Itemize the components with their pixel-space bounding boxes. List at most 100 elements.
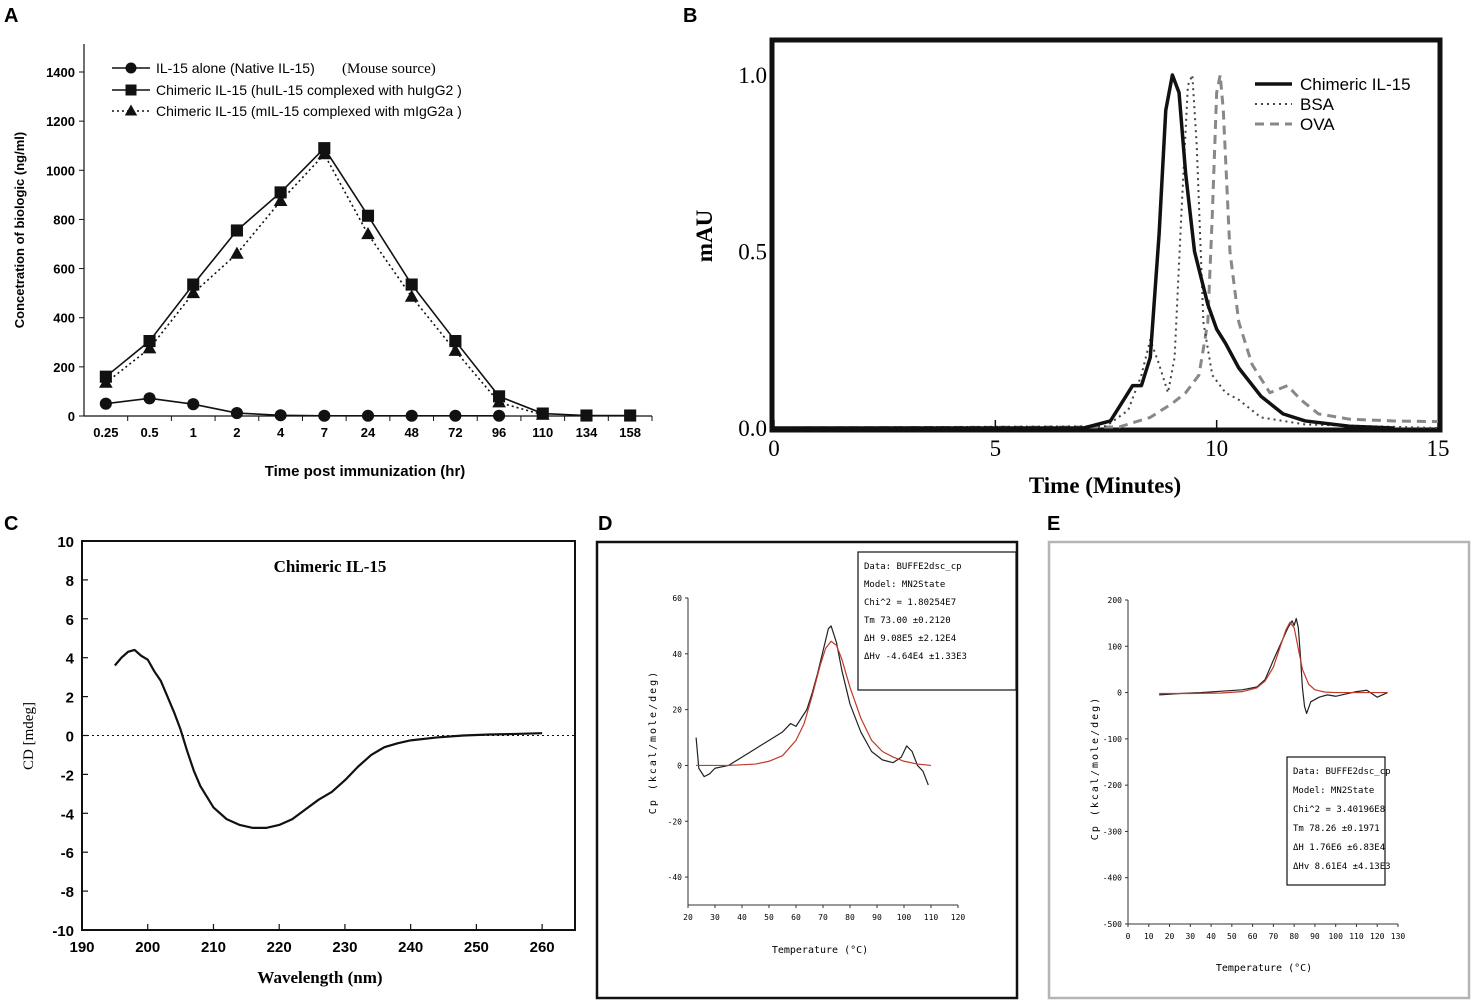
panel-c-y-tick-label: -10 <box>52 923 74 940</box>
panel-a-legend-label-0: IL-15 alone (Native IL-15) <box>156 60 315 76</box>
panel-e-y-tick-label: -100 <box>1103 735 1122 744</box>
panel-d-ylabel: Cp (kcal/mole/deg) <box>648 670 659 814</box>
panel-c-y-tick-label: -2 <box>61 767 74 784</box>
panel-c-x-tick-label: 240 <box>398 939 423 956</box>
panel-a-y-tick-label: 200 <box>53 360 75 375</box>
panel-e-info-line: Model: MN2State <box>1293 786 1374 796</box>
panel-d-series <box>695 625 932 786</box>
panel-a-x-tick-label: 0.5 <box>140 425 158 440</box>
panel-a-label: A <box>4 5 18 27</box>
panel-a-xlabel: Time post immunization (hr) <box>265 463 466 480</box>
panel-e-series-data <box>1159 617 1388 715</box>
panel-a-point-triangle <box>273 193 288 206</box>
panel-e-info-line: ΔHv 8.61E4 ±4.13E3 <box>1293 862 1391 872</box>
panel-a-point-triangle <box>492 395 506 408</box>
panel-e-x-tick-label: 130 <box>1391 932 1406 941</box>
panel-a-point-circle <box>99 397 112 410</box>
panel-d: D 20 30 40 50 60 70 80 90 100 110 120 60 40 20 0 -20 -40… <box>595 513 1019 1000</box>
panel-c-y-tick-label: 6 <box>66 612 74 629</box>
panel-c-x-tick-label: 250 <box>464 939 489 956</box>
panel-e-info-line: Tm 78.26 ±0.1971 <box>1293 824 1380 834</box>
panel-a-point-square <box>449 335 462 348</box>
panel-a-y-tick-label: 1200 <box>46 114 75 129</box>
panel-d-y-tick-label: -40 <box>668 873 683 882</box>
panel-d-x-tick-label: 60 <box>791 913 801 922</box>
panel-d-x-tick-label: 30 <box>710 913 720 922</box>
panel-b-series-solid <box>774 73 1394 430</box>
panel-c-y-tick-label: 0 <box>66 729 74 746</box>
panel-e-x-tick-label: 50 <box>1227 932 1237 941</box>
panel-a-y-tick-label: 1000 <box>46 163 75 178</box>
panel-a-point-circle <box>187 398 200 411</box>
panel-e-x-tick-label: 30 <box>1185 932 1195 941</box>
panel-a-legend: IL-15 alone (Native IL-15) (Mouse source)… <box>112 60 462 119</box>
panel-a-y-tick-label: 600 <box>53 262 75 277</box>
panel-c-x-tick-label: 260 <box>530 939 555 956</box>
panel-c-x-tick-label: 190 <box>69 939 94 956</box>
panel-a-point-circle <box>230 407 243 420</box>
panel-d-series-data <box>695 625 929 786</box>
panel-e-x-tick-label: 110 <box>1349 932 1364 941</box>
panel-c-x-tick-label: 220 <box>267 939 292 956</box>
panel-b-label: B <box>683 5 697 27</box>
panel-a-point-circle <box>143 392 156 405</box>
panel-d-x-tick-label: 110 <box>924 913 939 922</box>
panel-a-point-circle <box>405 409 418 422</box>
panel-c-cd-curve <box>114 648 543 829</box>
panel-a-y-tick-label: 1400 <box>46 65 75 80</box>
panel-c-y-tick-label: -6 <box>61 845 74 862</box>
panel-d-xlabel: Temperature (°C) <box>772 945 868 956</box>
panel-d-info-line: Chi^2 = 1.80254E7 <box>864 598 956 608</box>
panel-e-axes: 0 10 20 30 40 50 60 70 80 90 100 110 120 130 200 100 0 -1… <box>1103 596 1406 941</box>
panel-b-xlabel: Time (Minutes) <box>1029 473 1181 498</box>
panel-c-y-tick-label: -8 <box>61 884 74 901</box>
panel-d-y-tick-label: 40 <box>672 650 682 659</box>
panel-e-y-tick-label: -200 <box>1103 781 1122 790</box>
panel-a-point-triangle <box>124 104 138 116</box>
panel-a-x-tick-label: 4 <box>277 425 285 440</box>
panel-a-x-tick-label: 0.25 <box>93 425 118 440</box>
panel-a-series-line-1 <box>105 146 631 417</box>
panel-b-x-tick-label: 10 <box>1205 436 1228 461</box>
panel-a-point-triangle <box>535 407 550 420</box>
panel-b-series-dashed <box>773 73 1439 430</box>
panel-a-x-tick-label: 96 <box>492 425 506 440</box>
panel-a-point-circle <box>318 409 331 422</box>
panel-b-legend-label-2: OVA <box>1300 115 1335 134</box>
panel-e-x-tick-label: 20 <box>1165 932 1175 941</box>
panel-e-x-tick-label: 80 <box>1289 932 1299 941</box>
panel-c-xlabel: Wavelength (nm) <box>257 968 382 987</box>
panel-a-point-circle <box>125 62 137 74</box>
panel-d-x-tick-label: 100 <box>897 913 912 922</box>
panel-a-series-line-0 <box>105 397 500 417</box>
panel-e-y-tick-label: 100 <box>1108 642 1123 651</box>
panel-a-point-square <box>624 409 637 422</box>
panel-e-x-tick-label: 40 <box>1206 932 1216 941</box>
panel-b-axes: 0 5 10 15 0.0 0.5 1.0 <box>738 63 1449 461</box>
panel-c-title: Chimeric IL-15 <box>274 557 387 576</box>
panel-a-x-tick-label: 134 <box>576 425 598 440</box>
panel-a-point-triangle <box>361 227 375 240</box>
panel-d-info-line: Tm 73.00 ±0.2120 <box>864 616 951 626</box>
panel-a-legend-label-1: Chimeric IL-15 (huIL-15 complexed with h… <box>156 82 462 98</box>
panel-a-x-tick-label: 7 <box>321 425 328 440</box>
panel-c-y-tick-label: 8 <box>66 573 74 590</box>
panel-a-point-square <box>274 186 287 199</box>
panel-d-x-tick-label: 90 <box>872 913 882 922</box>
panel-d-x-tick-label: 20 <box>683 913 693 922</box>
panel-d-x-tick-label: 70 <box>818 913 828 922</box>
panel-a-x-tick-label: 2 <box>233 425 240 440</box>
panel-a-y-tick-label: 400 <box>53 311 75 326</box>
panel-a-point-circle <box>493 409 506 422</box>
panel-a-point-triangle <box>99 375 113 388</box>
panel-e-ylabel: Cp (kcal/mole/deg) <box>1090 696 1101 840</box>
panel-a-point-square <box>125 84 137 96</box>
panel-a-point-square <box>405 278 418 291</box>
panel-c-x-tick-label: 230 <box>332 939 357 956</box>
panel-b-x-tick-label: 0 <box>768 436 780 461</box>
panel-a-x-tick-label: 24 <box>361 425 376 440</box>
panel-e-y-tick-label: 0 <box>1117 689 1122 698</box>
panel-a-x-tick-label: 110 <box>532 425 553 440</box>
panel-d-y-tick-label: 0 <box>677 761 682 770</box>
